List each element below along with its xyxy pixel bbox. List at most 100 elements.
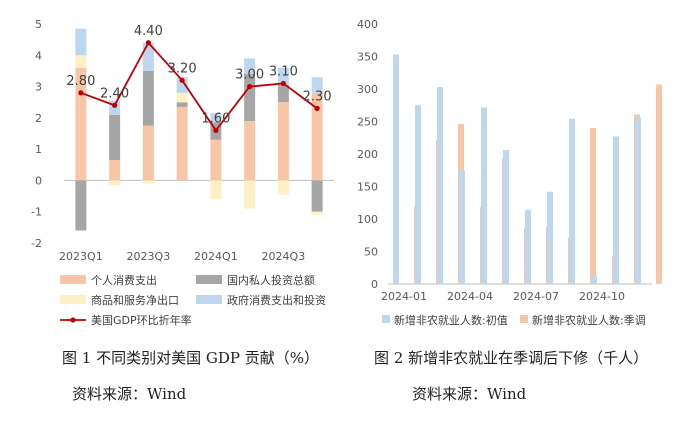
x-tick-label: 2023Q1 (59, 250, 103, 263)
gdp-growth-data-label: 3.00 (235, 68, 264, 83)
bar (613, 136, 619, 284)
bar-segment (176, 77, 188, 93)
y-tick-label: 50 (364, 246, 378, 259)
legend-label: 新增非农就业人数:季调 (532, 313, 646, 327)
gdp-growth-point (78, 90, 84, 96)
bar-segment (244, 180, 256, 209)
bar-segment (176, 102, 188, 107)
gdp-growth-data-label: 4.40 (134, 24, 163, 39)
legend-swatch (520, 315, 528, 323)
gdp-growth-data-label: 2.40 (100, 86, 129, 101)
y-tick-label: -2 (31, 237, 42, 250)
x-tick-label: 2023Q3 (127, 250, 171, 263)
y-tick-label: -1 (31, 206, 42, 219)
bar (503, 150, 509, 284)
y-tick-label: 4 (35, 49, 42, 62)
gdp-growth-point (145, 40, 151, 46)
bar-segment (210, 139, 222, 181)
bar-segment (176, 92, 188, 103)
bar-segment (142, 42, 154, 71)
y-tick-label: 2 (35, 112, 42, 125)
y-tick-label: 0 (35, 174, 42, 187)
bar-segment (244, 58, 256, 75)
bar-segment (109, 114, 121, 161)
y-tick-label: 300 (357, 83, 378, 96)
gdp-growth-line (80, 41, 318, 132)
legend-swatch (196, 275, 222, 284)
y-tick-label: 3 (35, 81, 42, 94)
bar (393, 54, 399, 284)
nonfarm-payrolls-chart: 0 50 100 150 200 250 300 350 400 2024-01 2024-04 20… (357, 18, 662, 327)
gdp-growth-data-label: 3.20 (168, 61, 197, 76)
bar-segment (75, 28, 87, 56)
legend-label: 商品和服务净出口 (91, 293, 179, 307)
bar (569, 118, 575, 285)
bar (656, 84, 662, 284)
y-tick-label: 5 (35, 18, 42, 31)
bar-segment (311, 92, 323, 181)
bar-segment (244, 74, 256, 121)
bar (590, 128, 596, 284)
bar-segment (176, 106, 188, 181)
bar (547, 191, 553, 284)
bar-segment (277, 102, 289, 181)
bar-segment (142, 125, 154, 181)
bar-segment (210, 180, 222, 200)
bar (591, 276, 597, 284)
gdp-growth-data-label: 2.80 (66, 74, 95, 89)
figure-2-caption: 图 2 新增非农就业在季调后下修（千人） (374, 349, 649, 367)
legend-swatch (196, 295, 222, 304)
gdp-growth-point (280, 80, 286, 87)
bar-segment (142, 70, 154, 126)
gdp-growth-data-label: 2.30 (303, 89, 332, 104)
x-tick-label: 2024-04 (447, 290, 493, 303)
legend-label: 个人消费支出 (91, 273, 157, 287)
y-tick-label: 0 (371, 278, 378, 291)
bar (459, 170, 465, 284)
y-tick-label: 250 (357, 116, 378, 129)
y-tick-label: 1 (35, 143, 42, 156)
y-tick-label: 350 (357, 51, 378, 64)
bar-segment (311, 211, 323, 215)
bar-segment (277, 85, 289, 103)
bar (437, 87, 443, 284)
gdp-contribution-chart: -2 -1 0 1 2 3 4 5 2.80 2.40 4.40 3.20 1.60 3.00 3.10 2.… (31, 18, 334, 327)
bar-segment (277, 180, 289, 195)
figure-1-caption: 图 1 不同类别对美国 GDP 贡献（%） (62, 349, 319, 367)
legend-swatch (60, 295, 86, 304)
gdp-growth-point (314, 105, 320, 112)
bar (525, 209, 531, 284)
bar-segment (244, 120, 256, 181)
bar (415, 105, 421, 284)
bar (635, 117, 641, 284)
legend-label: 政府消费支出和投资 (227, 293, 326, 307)
x-tick-label: 2024-10 (579, 290, 625, 303)
gdp-growth-point (179, 77, 185, 83)
gdp-growth-data-label: 3.10 (269, 64, 298, 79)
y-tick-label: 400 (357, 18, 378, 31)
gdp-growth-data-label: 1.60 (201, 111, 230, 126)
bar-segment (109, 160, 121, 181)
bar-segment (311, 180, 323, 212)
bar-segment (210, 113, 222, 123)
legend-swatch-marker (70, 317, 76, 323)
x-tick-label: 2024Q3 (262, 250, 306, 263)
legend-swatch (382, 315, 390, 323)
figure-1-source: 资料来源：Wind (72, 385, 187, 403)
bar-segment (109, 180, 121, 186)
legend-label: 国内私人投资总额 (227, 273, 315, 287)
bar-segment (142, 180, 154, 184)
y-tick-label: 100 (357, 213, 378, 226)
gdp-growth-point (247, 83, 253, 90)
bar-segment (311, 77, 323, 93)
bar-segment (75, 180, 87, 231)
gdp-growth-point (112, 102, 118, 108)
bar-segment (75, 67, 87, 181)
x-tick-label: 2024Q1 (194, 250, 238, 263)
y-tick-label: 150 (357, 181, 378, 194)
legend-swatch (60, 275, 86, 284)
y-tick-label: 200 (357, 148, 378, 161)
x-tick-label: 2024-07 (513, 290, 559, 303)
bar (481, 107, 487, 284)
figure-2-source: 资料来源：Wind (412, 385, 527, 403)
